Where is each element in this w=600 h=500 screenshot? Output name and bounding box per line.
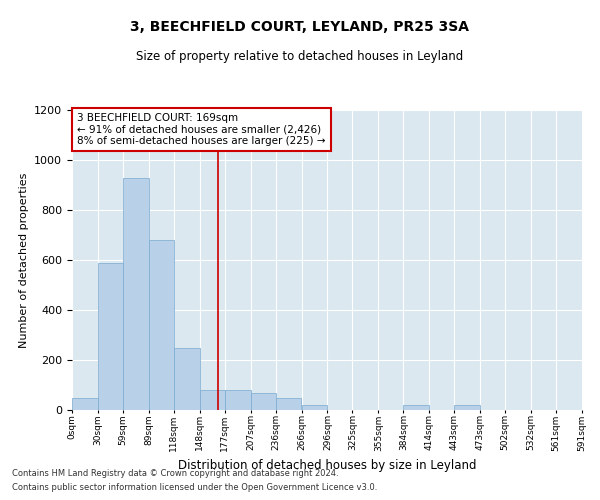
Text: Contains HM Land Registry data © Crown copyright and database right 2024.: Contains HM Land Registry data © Crown c…	[12, 468, 338, 477]
Text: 3 BEECHFIELD COURT: 169sqm
← 91% of detached houses are smaller (2,426)
8% of se: 3 BEECHFIELD COURT: 169sqm ← 91% of deta…	[77, 113, 326, 146]
Bar	[302, 405, 328, 410]
Text: Contains public sector information licensed under the Open Government Licence v3: Contains public sector information licen…	[12, 484, 377, 492]
Text: Size of property relative to detached houses in Leyland: Size of property relative to detached ho…	[136, 50, 464, 63]
Bar	[403, 405, 429, 410]
Y-axis label: Number of detached properties: Number of detached properties	[19, 172, 29, 348]
Text: 3, BEECHFIELD COURT, LEYLAND, PR25 3SA: 3, BEECHFIELD COURT, LEYLAND, PR25 3SA	[131, 20, 470, 34]
Bar	[72, 398, 98, 410]
Bar	[276, 398, 301, 410]
Bar	[174, 348, 200, 410]
Bar	[200, 390, 224, 410]
X-axis label: Distribution of detached houses by size in Leyland: Distribution of detached houses by size …	[178, 459, 476, 472]
Bar	[123, 178, 149, 410]
Bar	[251, 392, 275, 410]
Bar	[225, 390, 251, 410]
Bar	[149, 240, 174, 410]
Bar	[98, 262, 123, 410]
Bar	[454, 405, 480, 410]
